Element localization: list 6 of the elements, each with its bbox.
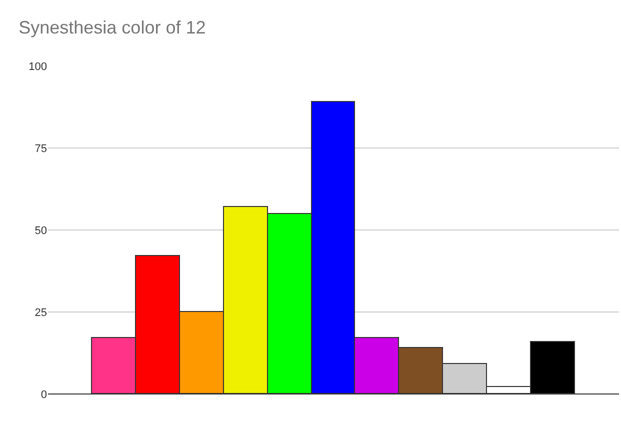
chart-title: Synesthesia color of 12 bbox=[18, 18, 206, 38]
y-tick-label: 50 bbox=[34, 224, 47, 237]
y-tick-label: 0 bbox=[40, 388, 47, 401]
y-tick-label: 25 bbox=[34, 306, 47, 319]
y-tick-label: 75 bbox=[34, 142, 47, 155]
y-tick-label: 100 bbox=[28, 60, 47, 73]
